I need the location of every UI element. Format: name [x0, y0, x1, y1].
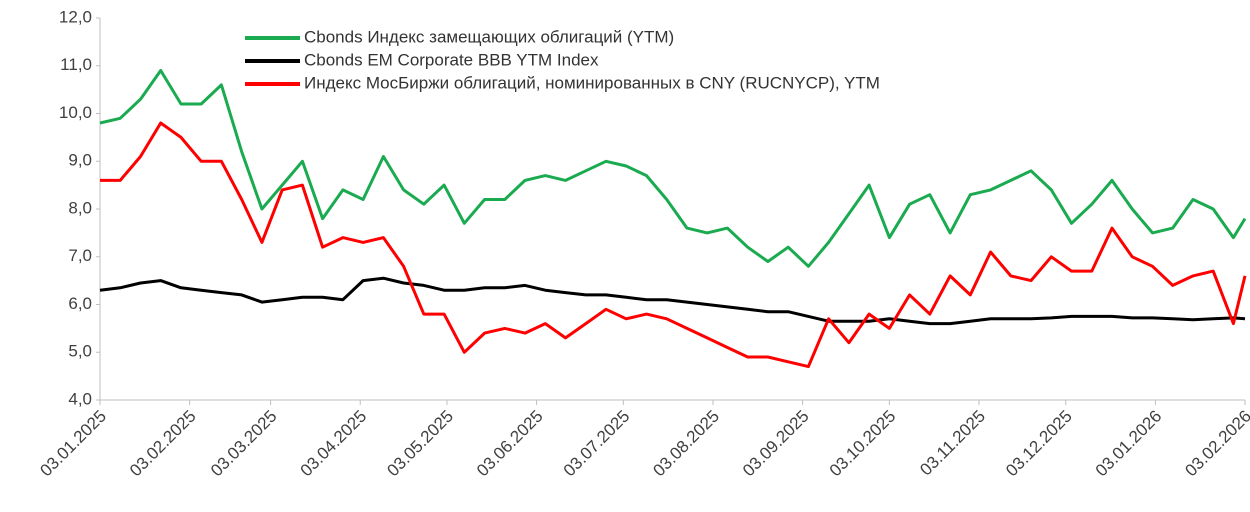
x-tick-label: 03.03.2025 — [207, 407, 281, 481]
x-tick-label: 03.01.2026 — [1092, 407, 1166, 481]
y-tick-label: 4,0 — [68, 389, 92, 408]
x-tick-label: 03.05.2025 — [383, 407, 457, 481]
x-tick-label: 03.04.2025 — [297, 407, 371, 481]
x-tick-label: 03.06.2025 — [473, 407, 547, 481]
y-tick-label: 11,0 — [60, 55, 92, 74]
series-line — [100, 121, 1247, 369]
y-tick-label: 12,0 — [59, 7, 92, 26]
x-tick-label: 03.11.2025 — [916, 407, 989, 480]
series-line — [99, 69, 1247, 268]
x-tick-label: 03.07.2025 — [560, 407, 634, 481]
x-tick-label: 03.01.2025 — [36, 407, 110, 481]
x-tick-label: 03.02.2025 — [126, 407, 200, 481]
y-tick-label: 5,0 — [68, 342, 92, 361]
y-tick-label: 10,0 — [59, 103, 92, 122]
legend-label: Индекс МосБиржи облигаций, номинированны… — [304, 73, 880, 92]
series-line — [99, 276, 1246, 326]
x-tick-label: 03.09.2025 — [739, 407, 813, 481]
y-tick-label: 9,0 — [68, 151, 92, 170]
legend-label: Cbonds EM Corporate BBB YTM Index — [304, 50, 599, 69]
x-tick-label: 03.08.2025 — [649, 407, 723, 481]
x-tick-label: 03.02.2026 — [1181, 407, 1250, 481]
y-tick-label: 6,0 — [68, 294, 92, 313]
y-tick-label: 7,0 — [68, 246, 92, 265]
x-tick-label: 03.12.2025 — [1002, 407, 1076, 481]
x-tick-label: 03.10.2025 — [826, 407, 900, 481]
legend-label: Cbonds Индекс замещающих облигаций (YTM) — [304, 27, 674, 46]
y-tick-label: 8,0 — [68, 198, 92, 217]
